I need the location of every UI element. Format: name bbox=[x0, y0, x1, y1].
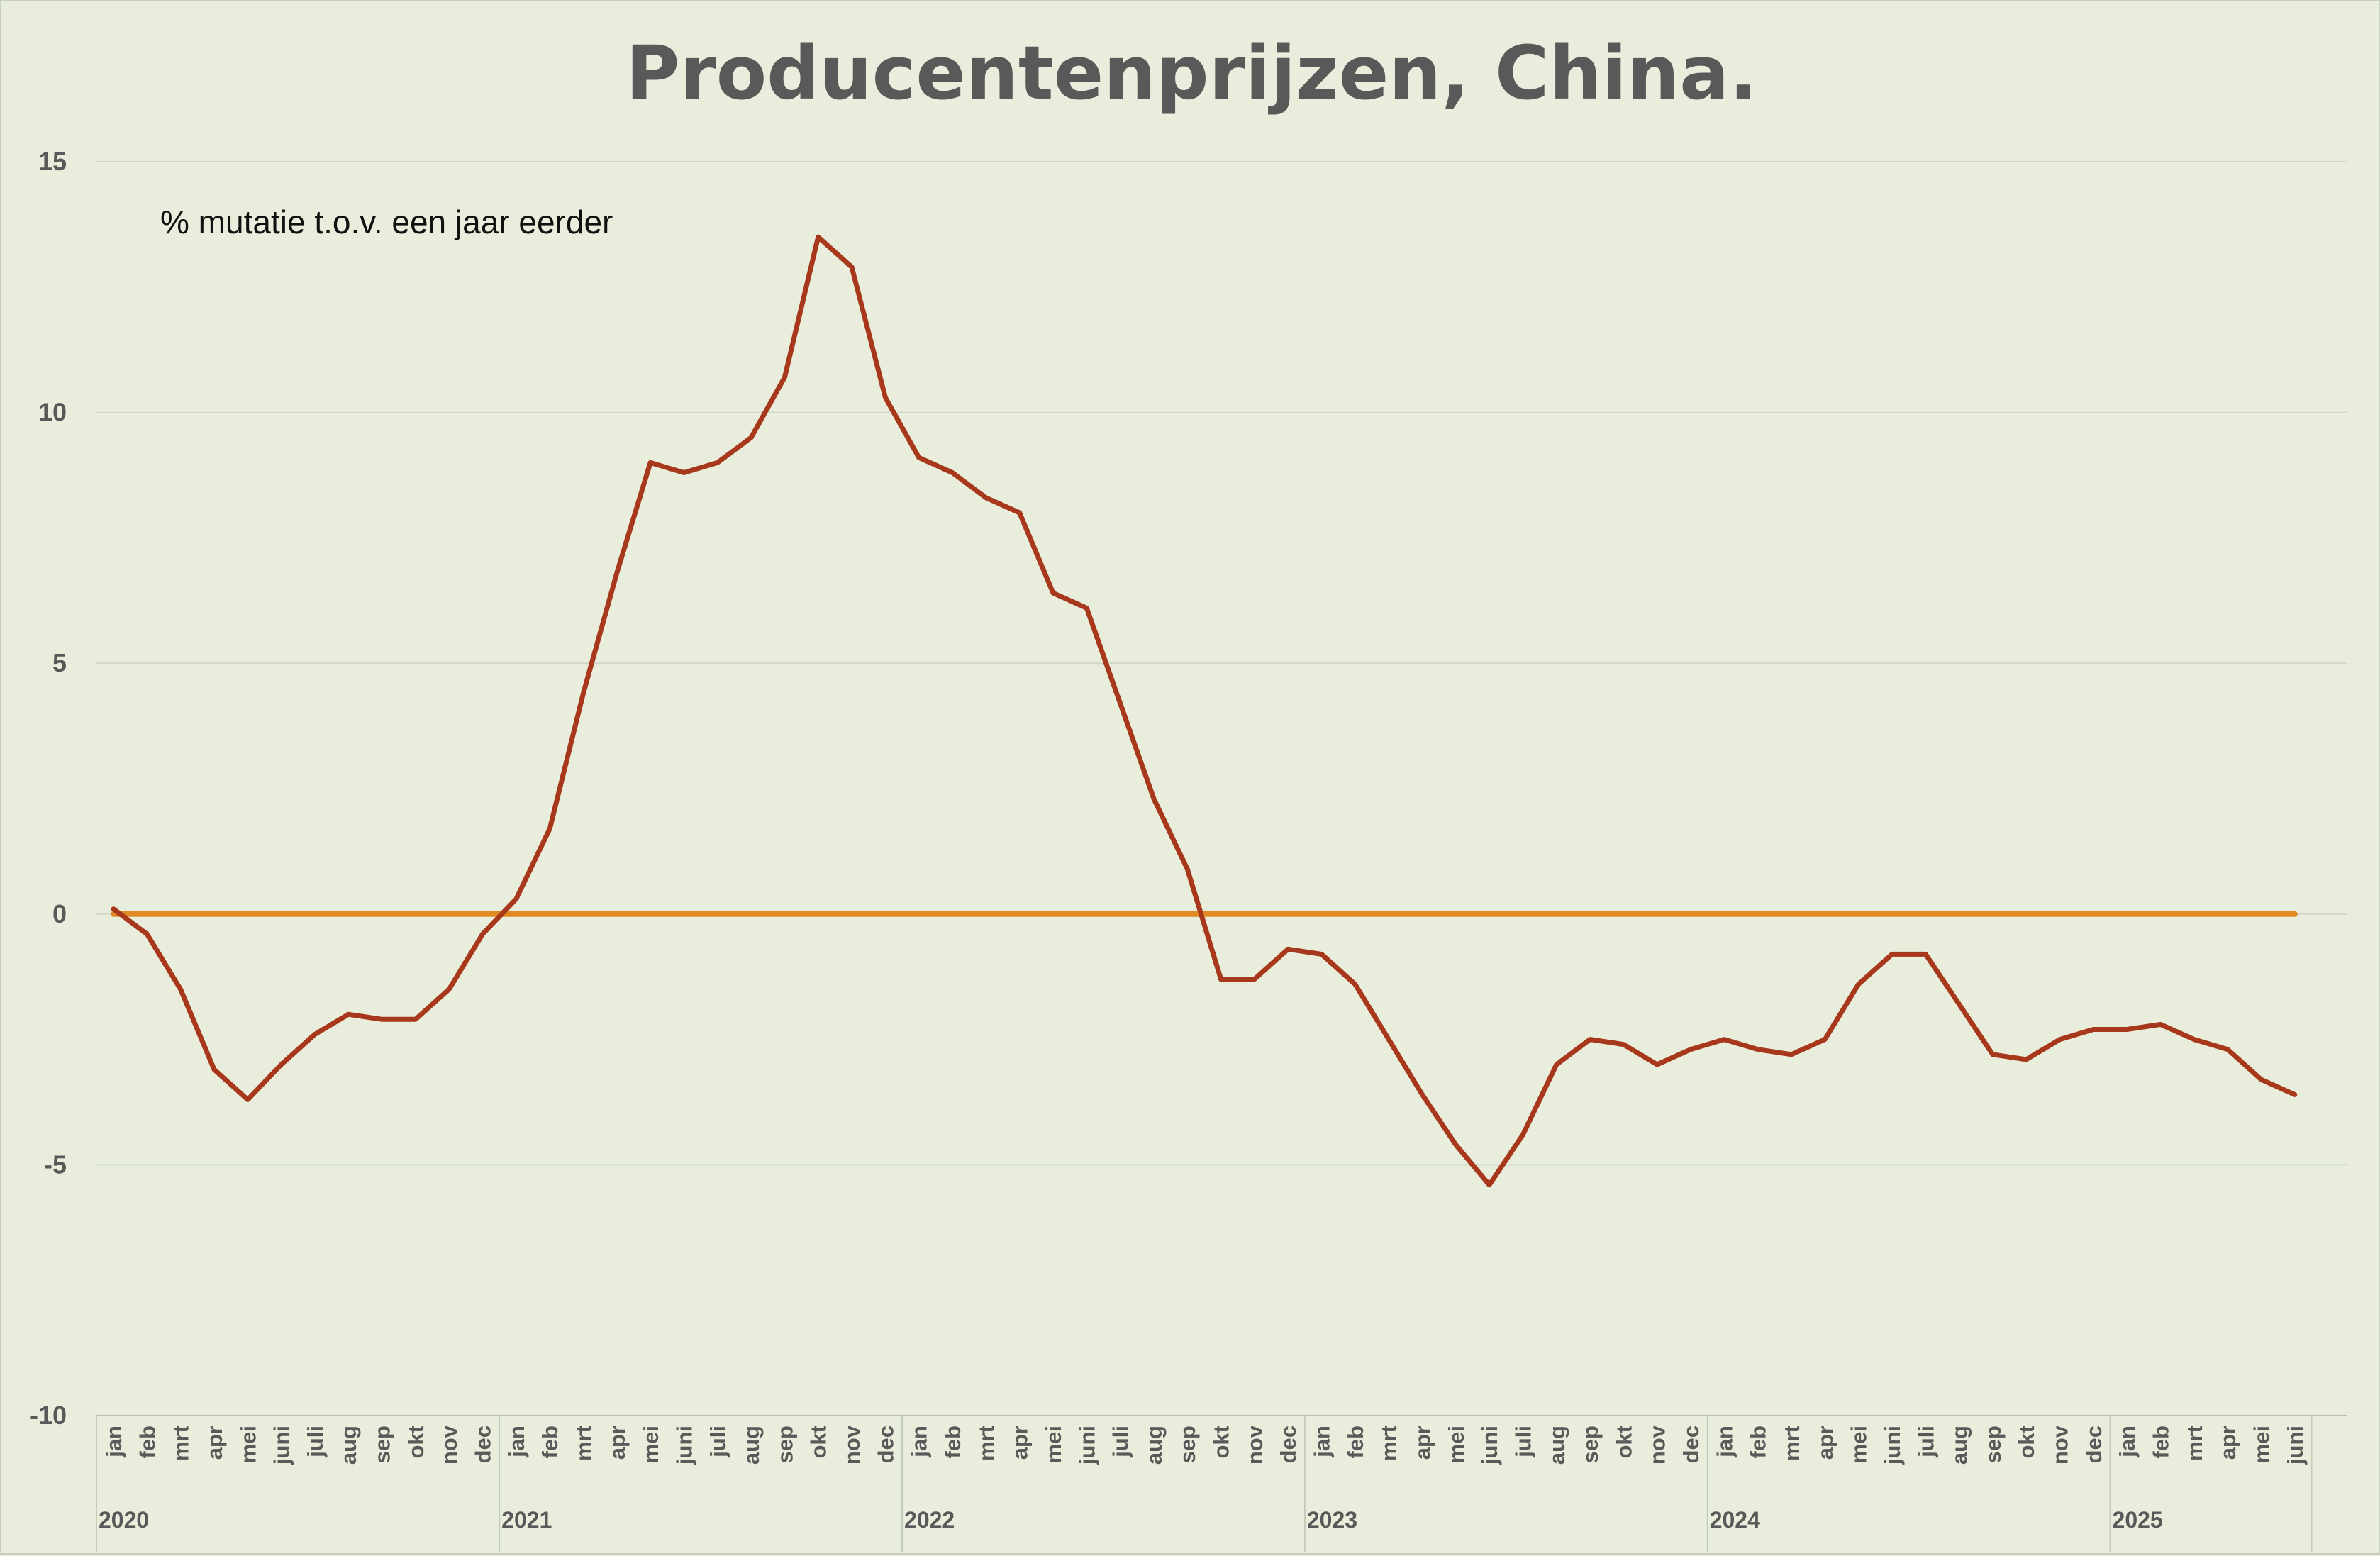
x-tick-label: mei bbox=[1847, 1426, 1872, 1463]
x-year-label: 2023 bbox=[1307, 1507, 1357, 1533]
x-tick-label: apr bbox=[1410, 1426, 1435, 1460]
y-axis: 15 10 5 0 -5 -10 bbox=[30, 147, 67, 1430]
x-tick-label: dec bbox=[471, 1426, 496, 1463]
x-tick-label: juni bbox=[1477, 1426, 1502, 1465]
chart-annotation: % mutatie t.o.v. een jaar eerder bbox=[160, 204, 613, 240]
x-tick-label: dec bbox=[1679, 1426, 1703, 1463]
x-tick-label: juni bbox=[269, 1426, 294, 1465]
y-tick-label: 5 bbox=[52, 648, 67, 677]
y-tick-label: 10 bbox=[38, 398, 67, 427]
y-tick-label: -5 bbox=[44, 1150, 67, 1179]
x-tick-label: mrt bbox=[571, 1426, 596, 1461]
x-tick-label: feb bbox=[940, 1426, 965, 1459]
y-tick-label: 15 bbox=[38, 147, 67, 176]
x-tick-label: jan bbox=[2115, 1426, 2140, 1458]
x-tick-label: mei bbox=[638, 1426, 663, 1463]
x-tick-label: mrt bbox=[2182, 1426, 2207, 1461]
x-tick-label: mrt bbox=[1779, 1426, 1804, 1461]
x-tick-label: sep bbox=[1578, 1426, 1603, 1463]
x-tick-label: okt bbox=[1611, 1426, 1636, 1459]
x-tick-label: feb bbox=[1746, 1426, 1771, 1459]
x-tick-label: aug bbox=[739, 1426, 764, 1465]
y-tick-label: 0 bbox=[52, 899, 67, 928]
x-tick-label: okt bbox=[806, 1426, 831, 1459]
x-tick-label: mei bbox=[1041, 1426, 1066, 1463]
x-tick-label: feb bbox=[2149, 1426, 2174, 1459]
gridlines bbox=[96, 161, 2347, 1166]
x-tick-label: mrt bbox=[1377, 1426, 1401, 1461]
x-tick-label: dec bbox=[2081, 1426, 2106, 1463]
x-tick-label: nov bbox=[1242, 1425, 1267, 1465]
x-tick-label: juli bbox=[1913, 1426, 1938, 1458]
x-tick-label: aug bbox=[1142, 1426, 1167, 1465]
series-line-ppi bbox=[111, 234, 2298, 1188]
x-tick-label: nov bbox=[840, 1425, 864, 1465]
x-tick-label: okt bbox=[404, 1426, 428, 1459]
y-tick-label: -10 bbox=[30, 1401, 67, 1430]
x-year-label: 2021 bbox=[501, 1507, 552, 1533]
x-tick-label: dec bbox=[873, 1426, 898, 1463]
x-year-label: 2020 bbox=[99, 1507, 149, 1533]
x-tick-label: juni bbox=[1880, 1426, 1905, 1465]
x-tick-label: jan bbox=[1310, 1426, 1335, 1458]
x-tick-label: juni bbox=[1074, 1426, 1099, 1465]
x-tick-label: sep bbox=[370, 1426, 395, 1463]
x-tick-label: apr bbox=[1813, 1426, 1837, 1460]
x-tick-label: feb bbox=[538, 1426, 562, 1459]
x-tick-label: juli bbox=[1108, 1426, 1133, 1458]
x-tick-label: aug bbox=[336, 1426, 361, 1465]
x-tick-label: dec bbox=[1276, 1426, 1301, 1463]
x-tick-label: sep bbox=[1175, 1426, 1200, 1463]
chart-title: Producentenprijzen, China. bbox=[625, 30, 1757, 116]
x-tick-label: mrt bbox=[974, 1426, 999, 1461]
x-tick-label: apr bbox=[605, 1426, 630, 1460]
series-layer bbox=[111, 234, 2298, 1188]
x-year-label: 2024 bbox=[1710, 1507, 1760, 1533]
x-year-label: 2025 bbox=[2113, 1507, 2163, 1533]
x-tick-label: feb bbox=[1343, 1426, 1368, 1459]
x-tick-label: juni bbox=[2283, 1426, 2308, 1465]
x-tick-label: okt bbox=[2014, 1426, 2039, 1459]
x-tick-label: okt bbox=[1209, 1426, 1234, 1459]
x-axis: jan feb mrt apr mei juni juli aug sep okt nov dec ja… bbox=[96, 1415, 2347, 1552]
x-tick-label: mei bbox=[235, 1426, 260, 1463]
x-tick-label: nov bbox=[437, 1425, 462, 1465]
x-tick-label: juli bbox=[303, 1426, 328, 1458]
x-tick-label: aug bbox=[1947, 1426, 1972, 1465]
x-tick-label: mei bbox=[2249, 1426, 2274, 1463]
x-tick-label: mrt bbox=[169, 1426, 194, 1461]
x-tick-label: jan bbox=[504, 1426, 529, 1458]
x-tick-label: nov bbox=[1645, 1425, 1670, 1465]
x-tick-label: apr bbox=[2215, 1426, 2240, 1460]
x-tick-label: mei bbox=[1444, 1426, 1469, 1463]
x-tick-label: jan bbox=[101, 1426, 126, 1458]
x-tick-label: juli bbox=[1511, 1426, 1535, 1458]
x-tick-label: sep bbox=[1981, 1426, 2006, 1463]
x-tick-label: sep bbox=[772, 1426, 797, 1463]
x-year-label: 2022 bbox=[904, 1507, 955, 1533]
x-tick-label: juni bbox=[672, 1426, 696, 1465]
x-tick-label: juli bbox=[706, 1426, 730, 1458]
x-tick-label: jan bbox=[1712, 1426, 1737, 1458]
x-tick-label: feb bbox=[135, 1426, 160, 1459]
x-tick-label: nov bbox=[2048, 1425, 2073, 1465]
x-tick-label: jan bbox=[907, 1426, 932, 1458]
x-tick-label: apr bbox=[202, 1426, 227, 1460]
x-tick-label: aug bbox=[1545, 1426, 1569, 1465]
x-tick-label: apr bbox=[1008, 1426, 1033, 1460]
